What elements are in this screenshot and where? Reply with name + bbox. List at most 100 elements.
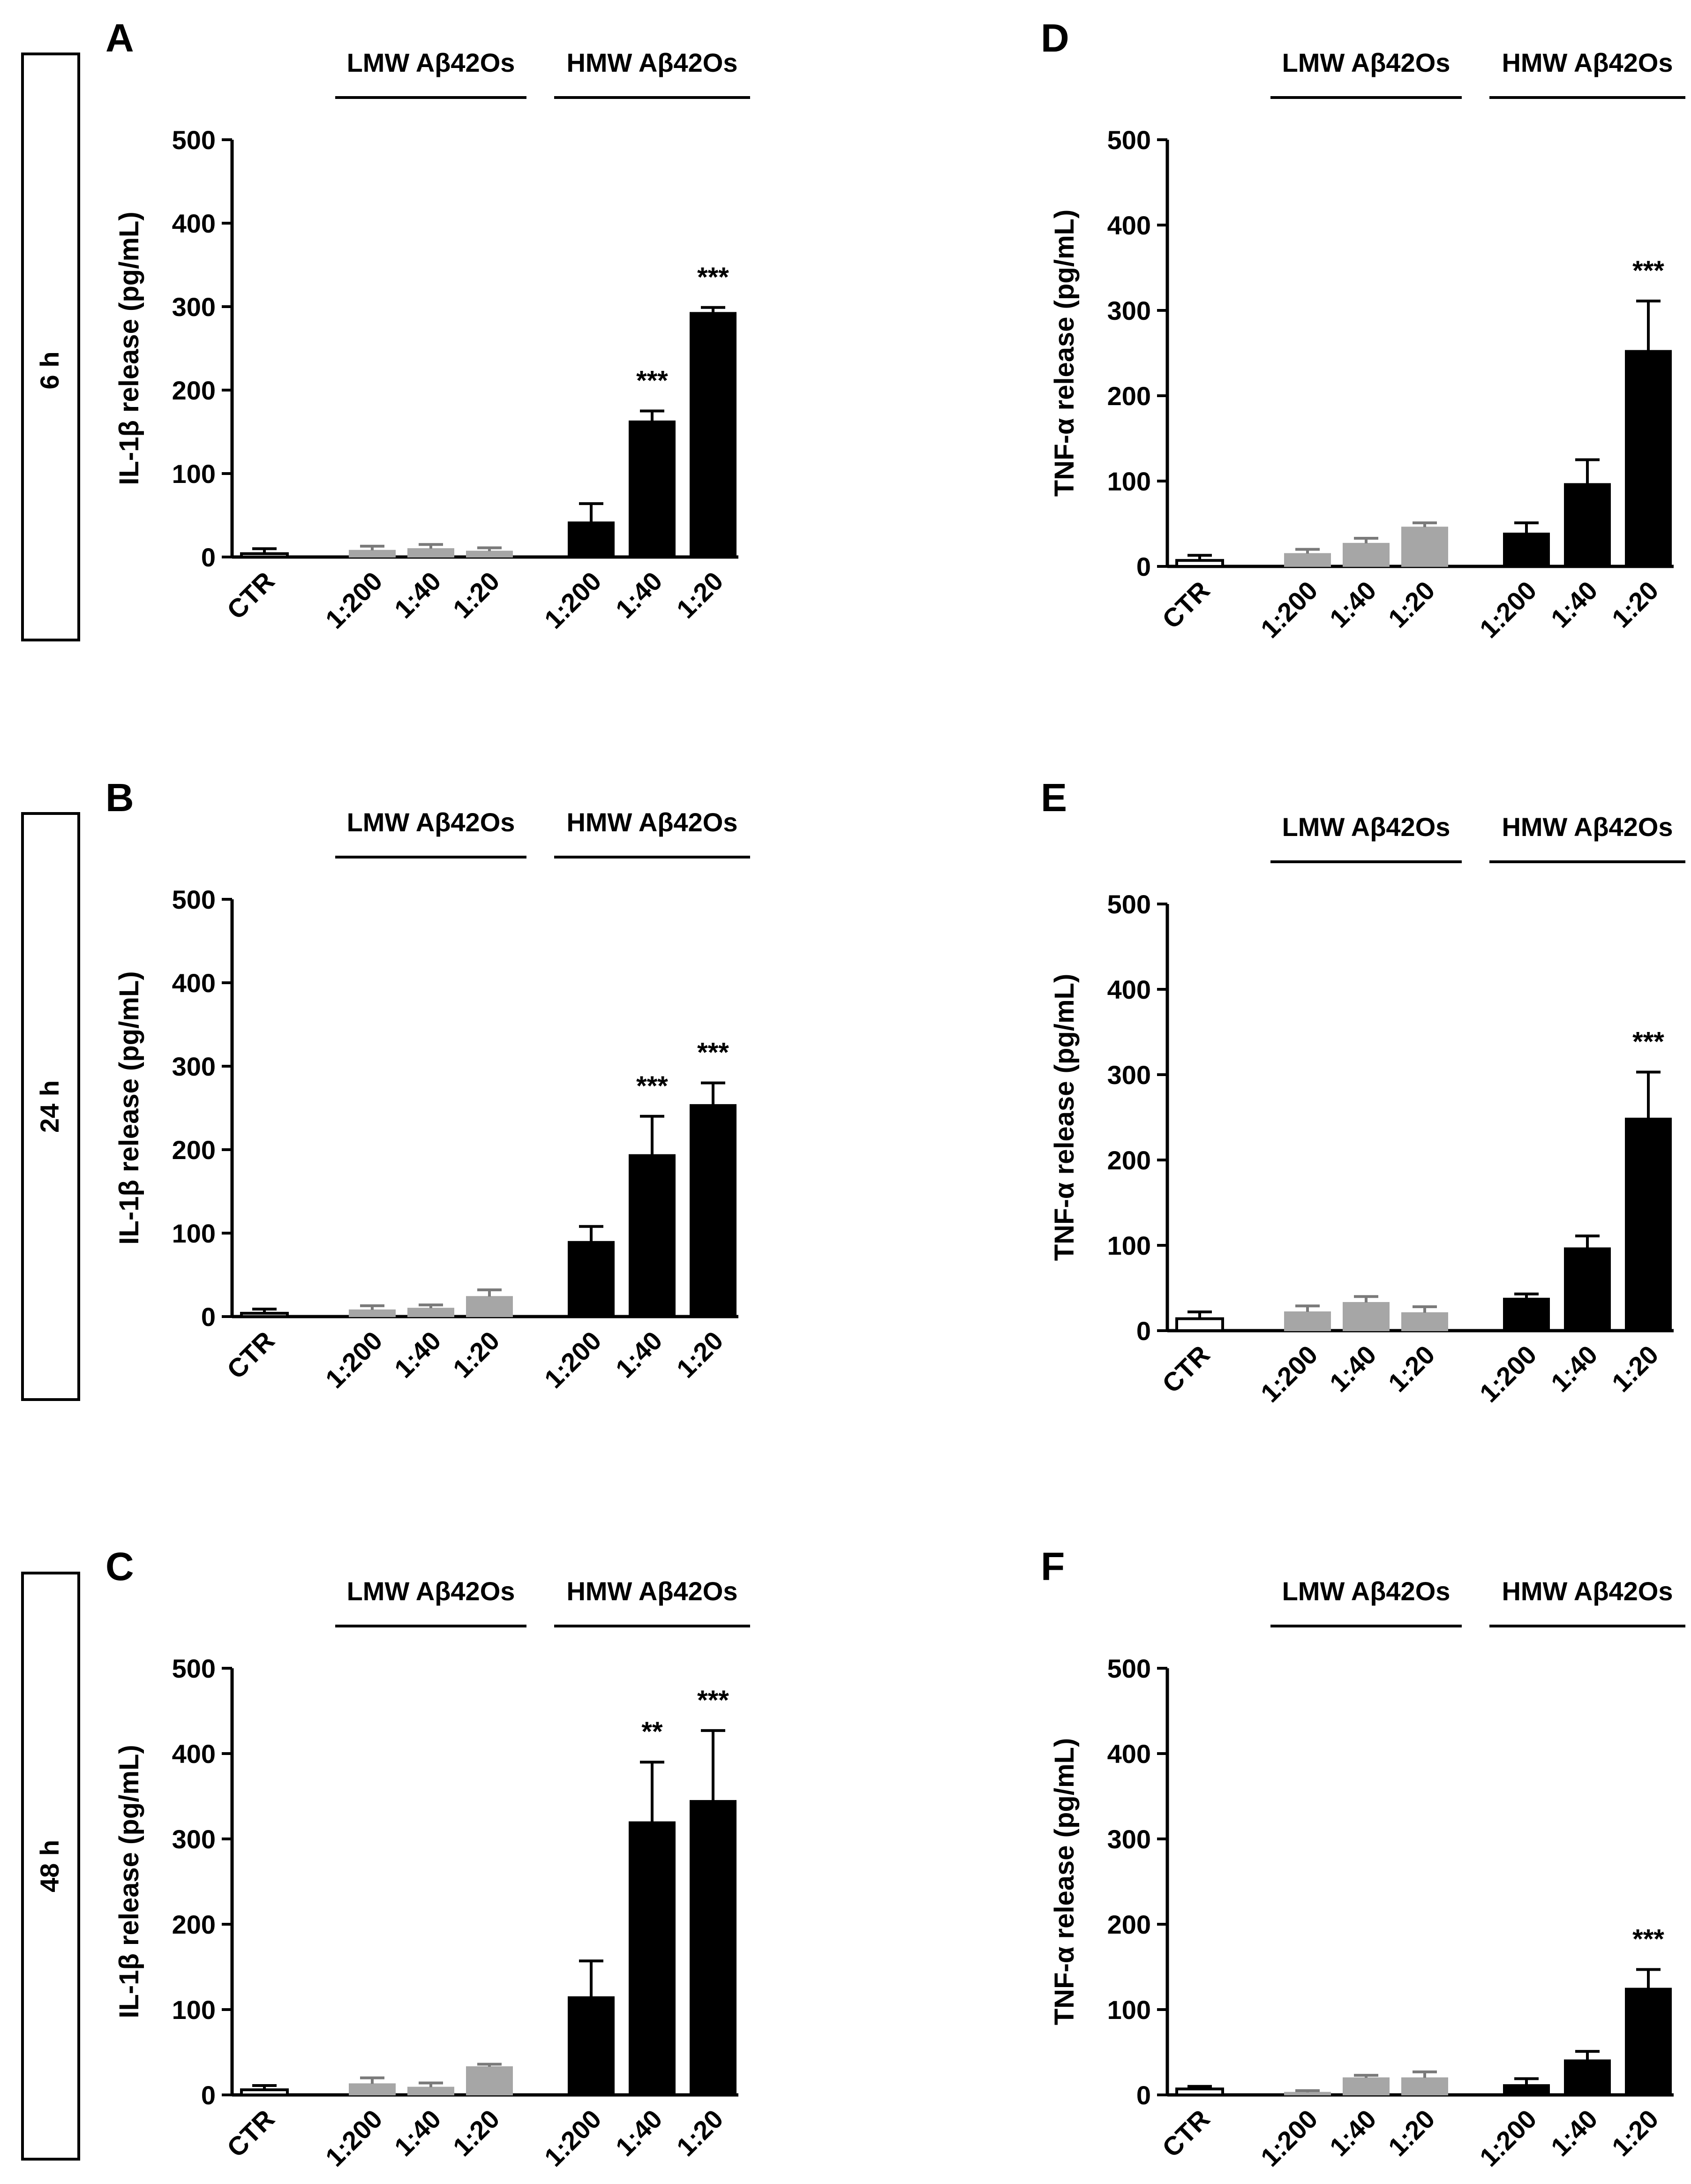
x-tick-label: 1:200 <box>1255 1340 1323 1408</box>
hmw-group-label: HMW Aβ42Os <box>566 48 737 77</box>
y-tick-label: 200 <box>1107 1145 1151 1175</box>
x-tick-label: 1:20 <box>447 2104 505 2162</box>
significance-label: *** <box>1632 256 1664 286</box>
bar <box>349 1309 396 1318</box>
bar <box>1401 1312 1448 1332</box>
bar <box>407 1308 454 1317</box>
x-tick-label: 1:200 <box>539 2104 607 2172</box>
y-tick-label: 500 <box>1107 889 1151 919</box>
y-tick-label: 400 <box>172 1739 216 1769</box>
bar <box>407 2086 454 2096</box>
y-tick-label: 400 <box>1107 211 1151 240</box>
x-tick-label: 1:20 <box>1606 1340 1664 1398</box>
x-tick-label: 1:20 <box>1606 2104 1664 2162</box>
bar <box>1343 542 1390 567</box>
y-tick-label: 0 <box>1136 2080 1151 2110</box>
y-tick-label: 500 <box>172 885 216 914</box>
significance-label: *** <box>636 1071 668 1101</box>
y-tick-label: 100 <box>1107 1995 1151 2025</box>
x-tick-label: 1:40 <box>389 566 447 624</box>
y-tick-label: 500 <box>172 125 216 155</box>
y-axis-label: TNF-α release (pg/mL) <box>1049 974 1080 1261</box>
x-tick-label: 1:200 <box>1255 2104 1323 2172</box>
y-tick-label: 0 <box>201 1302 216 1332</box>
bar <box>568 1996 615 2096</box>
hmw-group-label: HMW Aβ42Os <box>566 1576 737 1606</box>
bar <box>1625 1988 1672 2095</box>
x-tick-label: 1:40 <box>389 1325 447 1384</box>
y-tick-label: 400 <box>1107 1739 1151 1769</box>
bar <box>568 521 615 557</box>
y-axis-label: IL-1β release (pg/mL) <box>114 211 144 485</box>
bar <box>1401 527 1448 567</box>
row-label-48h: 48 h <box>21 1572 80 2161</box>
y-tick-label: 200 <box>172 1910 216 1939</box>
x-tick-label: 1:20 <box>1606 575 1664 633</box>
bar <box>349 2083 396 2095</box>
x-tick-label: 1:200 <box>1474 1340 1542 1408</box>
panel-f: F LMW Aβ42Os HMW Aβ42Os 0 100 200 300 400 500 TNF… <box>1041 1544 1685 2172</box>
x-tick-label: 1:200 <box>539 566 607 634</box>
x-tick-label: CTR <box>1157 1340 1216 1399</box>
x-tick-label: CTR <box>1157 2104 1216 2163</box>
y-tick-label: 0 <box>1136 1316 1151 1346</box>
x-tick-label: 1:20 <box>447 1325 505 1384</box>
hmw-group-label: HMW Aβ42Os <box>1502 1576 1673 1606</box>
y-tick-label: 100 <box>172 1995 216 2025</box>
x-tick-label: 1:40 <box>1545 1340 1603 1398</box>
row-label-text: 6 h <box>35 352 64 390</box>
y-tick-label: 300 <box>1107 296 1151 325</box>
panel-letter: E <box>1041 776 1067 820</box>
y-axis-label: IL-1β release (pg/mL) <box>114 971 144 1244</box>
y-tick-label: 500 <box>1107 125 1151 155</box>
x-tick-label: 1:20 <box>1383 2104 1441 2162</box>
bar <box>1564 2059 1611 2095</box>
panel-b: B LMW Aβ42Os HMW Aβ42Os 0 100 200 300 400 500 IL-… <box>105 776 750 1394</box>
y-tick-label: 300 <box>1107 1824 1151 1854</box>
significance-label: *** <box>636 366 668 396</box>
x-tick-label: 1:40 <box>1324 2104 1382 2162</box>
x-tick-label: 1:40 <box>610 2104 668 2162</box>
panel-letter: B <box>105 776 134 820</box>
panel-letter: F <box>1041 1544 1065 1589</box>
bar <box>1503 2084 1550 2096</box>
bar <box>629 1821 676 2096</box>
panel-d: D LMW Aβ42Os HMW Aβ42Os 0 100 200 300 400 500 TNF… <box>1041 16 1685 644</box>
x-tick-label: 1:20 <box>671 2104 729 2162</box>
bar <box>1343 2077 1390 2096</box>
bar <box>1625 1117 1672 1332</box>
bar <box>568 1241 615 1318</box>
bar <box>1503 533 1550 567</box>
y-axis-label: IL-1β release (pg/mL) <box>114 1745 144 2018</box>
x-tick-label: 1:200 <box>1255 575 1323 644</box>
bar <box>240 1311 289 1318</box>
bar <box>1175 2087 1224 2096</box>
significance-label: *** <box>1632 1027 1664 1057</box>
row-label-24h: 24 h <box>21 812 80 1401</box>
panel-letter: A <box>105 16 134 60</box>
row-label-text: 24 h <box>35 1080 64 1133</box>
x-tick-label: CTR <box>1157 575 1216 634</box>
x-tick-label: 1:20 <box>1383 1340 1441 1398</box>
panel-e: E LMW Aβ42Os HMW Aβ42Os 0 100 200 300 400 500 TNF… <box>1041 776 1685 1408</box>
x-tick-label: 1:200 <box>320 1325 388 1394</box>
x-tick-label: 1:40 <box>389 2104 447 2162</box>
x-tick-label: 1:20 <box>447 566 505 624</box>
y-tick-label: 500 <box>1107 1654 1151 1683</box>
bar <box>690 1800 737 2096</box>
y-tick-label: 0 <box>201 542 216 572</box>
x-tick-label: 1:200 <box>1474 2104 1542 2172</box>
bar <box>629 420 676 557</box>
hmw-group-label: HMW Aβ42Os <box>1502 48 1673 77</box>
y-tick-label: 100 <box>172 459 216 489</box>
x-tick-label: 1:20 <box>1383 575 1441 633</box>
x-tick-label: 1:40 <box>610 566 668 624</box>
y-tick-label: 100 <box>172 1219 216 1248</box>
x-tick-label: 1:40 <box>1545 2104 1603 2162</box>
y-tick-label: 400 <box>172 968 216 998</box>
x-tick-label: 1:40 <box>610 1325 668 1384</box>
significance-label: *** <box>697 1685 729 1716</box>
y-tick-label: 200 <box>1107 1910 1151 1939</box>
panel-a: A LMW Aβ42Os HMW Aβ42Os 0 100 200 300 400 500 IL-… <box>105 16 750 634</box>
